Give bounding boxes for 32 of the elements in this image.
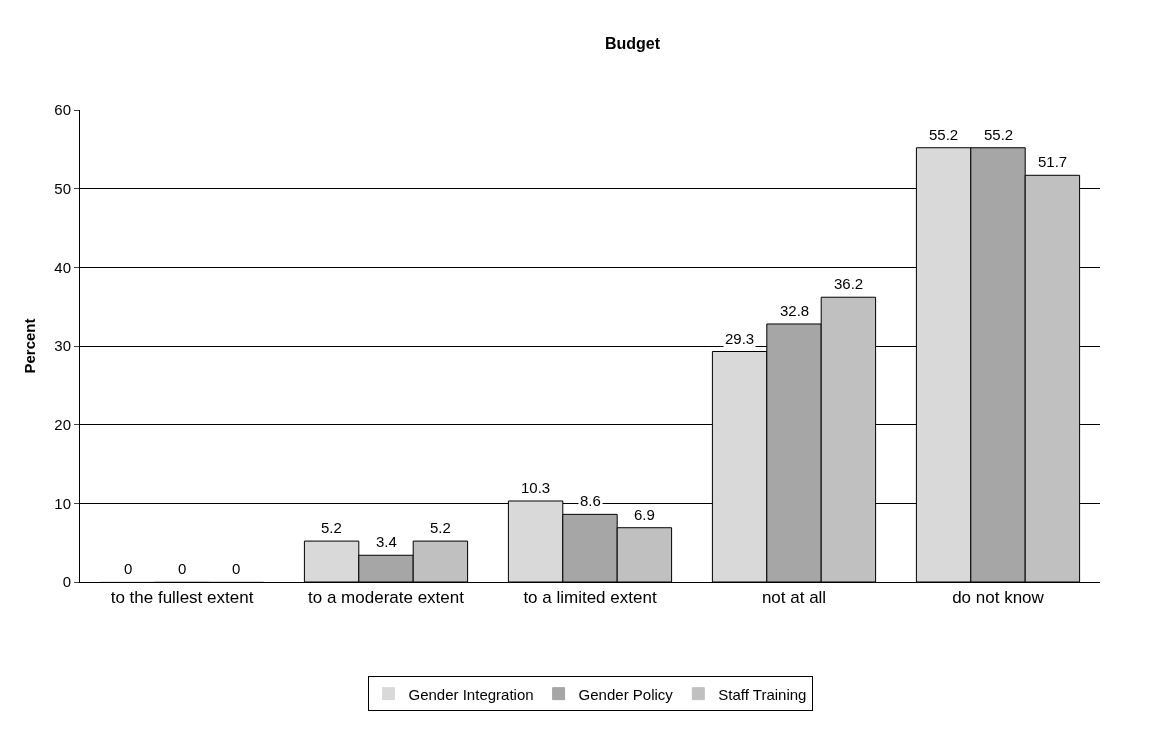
x-tick-label: to a moderate extent [308,588,465,608]
data-label: 0 [124,560,133,577]
data-label: 3.4 [376,533,397,550]
y-tick-label: 0 [62,573,71,591]
y-axis-title: Percent [20,318,38,374]
data-label: 5.2 [321,519,342,536]
x-tick-label: not at all [761,588,827,608]
chart-title: Budget [604,34,661,52]
legend-label: Gender Policy [578,685,674,703]
data-label: 6.9 [634,506,655,523]
y-tick-label: 60 [54,101,71,119]
data-label: 55.2 [984,126,1014,143]
data-label: 0 [178,560,187,577]
data-label: 0 [232,560,241,577]
data-label: 8.6 [580,492,601,509]
data-label: 51.7 [1038,153,1068,170]
data-label: 55.2 [929,126,959,143]
data-label: 36.2 [834,275,864,292]
y-tick-label: 50 [54,179,71,197]
x-tick-label: to a limited extent [523,588,657,608]
y-tick-label: 30 [54,337,71,355]
data-label: 5.2 [430,519,451,536]
x-tick-label: do not know [952,588,1045,608]
x-tick-label: to the fullest extent [110,588,254,608]
y-tick-label: 10 [54,494,71,512]
y-tick-label: 40 [54,258,71,276]
y-tick-label: 20 [54,415,71,433]
legend-label: Gender Integration [408,685,534,703]
data-label: 10.3 [521,479,551,496]
legend-label: Staff Training [718,685,807,703]
data-label: 32.8 [780,302,810,319]
data-label: 29.3 [725,330,755,347]
